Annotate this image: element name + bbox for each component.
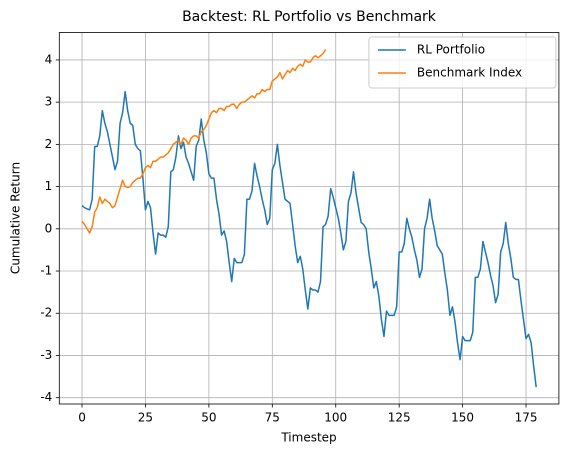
- y-tick-label: -2: [40, 306, 52, 320]
- chart-title: Backtest: RL Portfolio vs Benchmark: [182, 9, 437, 25]
- series-line: [81, 49, 327, 234]
- x-axis-label: Timestep: [280, 431, 336, 445]
- legend-label: Benchmark Index: [417, 66, 522, 80]
- y-axis-label: Cumulative Return: [9, 162, 23, 274]
- x-tick-label: 50: [201, 411, 216, 425]
- y-tick-label: 3: [45, 95, 53, 109]
- x-tick-label: 150: [451, 411, 474, 425]
- y-tick-label: -4: [40, 390, 52, 404]
- y-tick-label: 2: [45, 137, 53, 151]
- y-tick-label: 0: [45, 221, 53, 235]
- x-tick-label: 75: [265, 411, 280, 425]
- x-tick-label: 25: [138, 411, 153, 425]
- y-tick-label: -1: [40, 264, 52, 278]
- axes-frame: [58, 32, 560, 405]
- legend-label: RL Portfolio: [417, 43, 485, 57]
- y-tick-label: 1: [45, 179, 53, 193]
- y-tick-label: -3: [40, 348, 52, 362]
- y-tick-label: 4: [45, 52, 53, 66]
- x-tick-label: 175: [515, 411, 538, 425]
- legend-box: [368, 36, 557, 89]
- x-tick-label: 100: [324, 411, 347, 425]
- x-tick-label: 0: [78, 411, 86, 425]
- series-line: [81, 90, 537, 388]
- x-tick-label: 125: [388, 411, 411, 425]
